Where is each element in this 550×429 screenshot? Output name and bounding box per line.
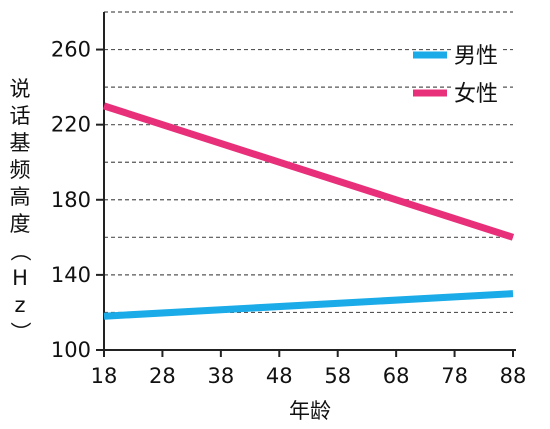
- x-tick-label: 38: [207, 364, 234, 388]
- x-tick-label: 78: [441, 364, 468, 388]
- y-axis-title-char: 说: [10, 77, 31, 101]
- y-axis-title-char: 基: [10, 131, 31, 155]
- x-tick-label: 88: [500, 364, 527, 388]
- x-tick-label: 68: [383, 364, 410, 388]
- x-tick-label: 58: [324, 364, 351, 388]
- series-line-male: [103, 290, 514, 320]
- axes: [103, 12, 516, 351]
- x-axis-title: 年龄: [289, 399, 331, 423]
- series-line-female: [102, 102, 515, 241]
- legend-label-background: [451, 77, 503, 105]
- y-axis-title-char: （: [8, 241, 32, 262]
- gridlines: [104, 11, 513, 314]
- y-axis-title-char: 度: [10, 212, 31, 236]
- y-axis-title-char: ）: [8, 322, 32, 343]
- tick-marks: [96, 48, 514, 357]
- legend-label-background: [451, 39, 503, 67]
- tick-labels: 100 140 180 220 260 18 28 38 48 58 68 78 88: [51, 38, 526, 388]
- legend-label: 男性: [454, 44, 498, 69]
- y-axis-title-char: 话: [10, 104, 31, 128]
- y-tick-label: 260: [51, 38, 91, 62]
- x-tick-label: 48: [266, 364, 293, 388]
- y-axis-title-char: z: [14, 293, 25, 317]
- y-tick-label: 180: [51, 188, 91, 212]
- y-tick-label: 140: [51, 263, 91, 287]
- legend-label: 女性: [454, 82, 498, 107]
- y-axis-title-char: 频: [10, 158, 31, 182]
- y-tick-label: 100: [51, 338, 91, 362]
- x-tick-label: 28: [149, 364, 176, 388]
- x-tick-label: 18: [91, 364, 118, 388]
- y-tick-label: 220: [51, 113, 91, 137]
- y-axis-title-char: 高: [10, 185, 31, 209]
- y-axis-title-char: H: [12, 266, 28, 290]
- series-lines: [102, 102, 515, 320]
